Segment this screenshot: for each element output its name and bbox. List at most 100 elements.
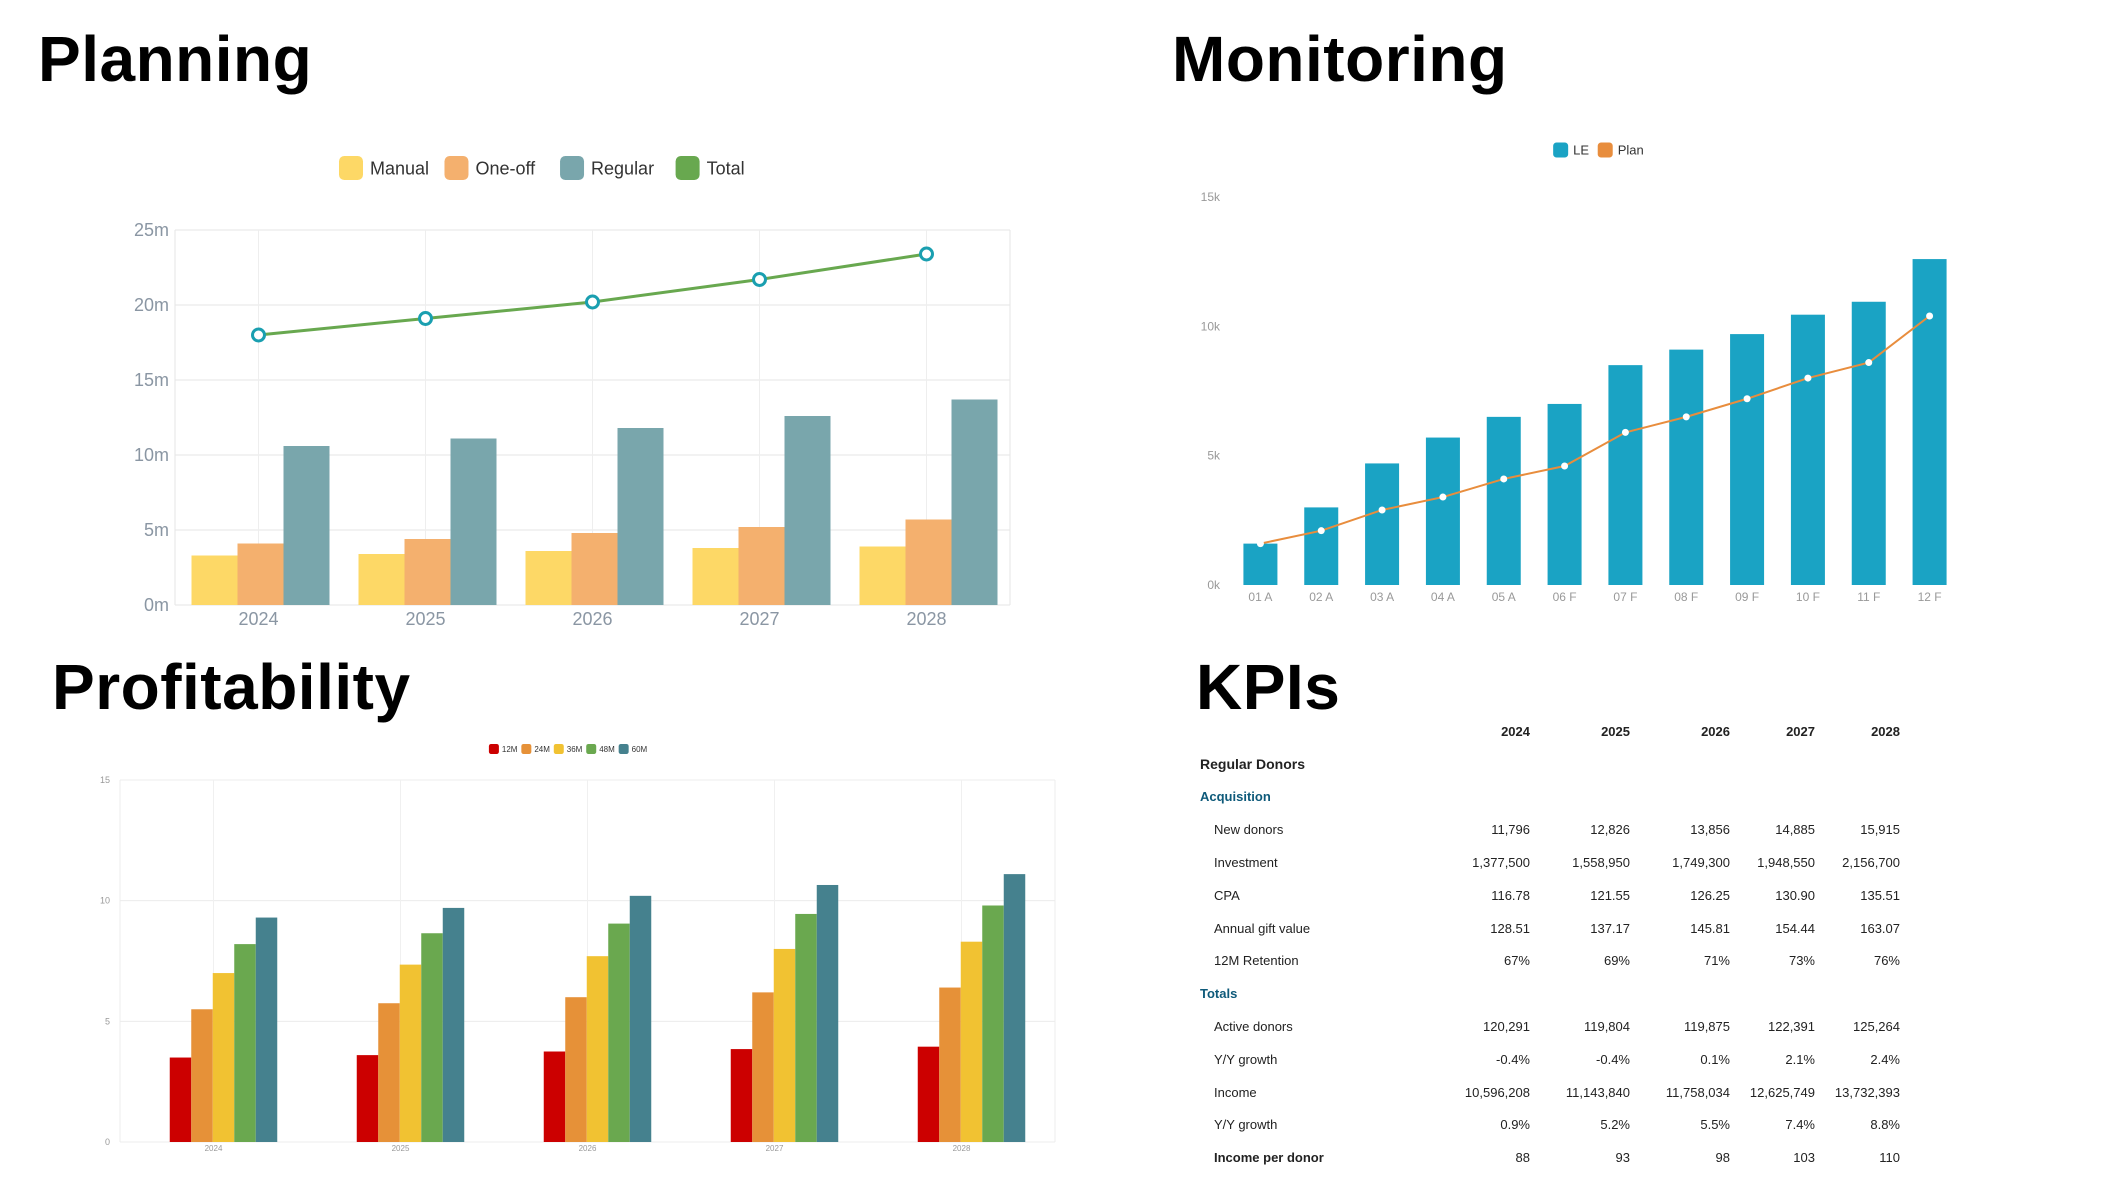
kpi-cell xyxy=(1815,781,1900,814)
profitability-ytick: 5 xyxy=(105,1016,110,1026)
kpi-year-header: 2028 xyxy=(1871,723,1900,739)
legend-label-60m[interactable]: 60M xyxy=(632,745,648,754)
legend-swatch-manual[interactable] xyxy=(339,156,363,180)
monitoring-legend[interactable]: LE Plan xyxy=(1553,142,1644,158)
legend-label-total[interactable]: Total xyxy=(707,158,745,178)
kpi-cell: 10,596,208 xyxy=(1464,1084,1530,1100)
kpi-cell: 120,291 xyxy=(1483,1019,1530,1035)
profitability-bar-12m-2028 xyxy=(917,1046,940,1142)
profitability-bar-12m-2024 xyxy=(169,1057,192,1142)
profitability-legend[interactable]: 12M 24M 36M 48M 60M xyxy=(488,744,648,754)
kpi-header-blank xyxy=(1200,715,1430,748)
kpi-cell xyxy=(1530,748,1630,781)
kpi-row-label: Income per donor xyxy=(1214,1150,1324,1166)
kpi-cell: 13,732,393 xyxy=(1834,1084,1900,1100)
monitoring-plan-point-08-f xyxy=(1682,413,1690,421)
planning-bar-manual-2024 xyxy=(191,555,238,605)
legend-label-36m[interactable]: 36M xyxy=(567,745,583,754)
profitability-bar-36m-2025 xyxy=(399,964,422,1142)
kpi-cell: 11,758,034 xyxy=(1665,1084,1730,1100)
profitability-bars xyxy=(169,874,1026,1142)
monitoring-bar-12-f xyxy=(1912,259,1947,585)
kpi-header-pad xyxy=(1900,715,1940,748)
kpi-cell: 103 xyxy=(1793,1150,1815,1166)
kpi-row-label: Y/Y growth xyxy=(1214,1117,1278,1133)
kpi-cell: 12,826 xyxy=(1590,822,1630,838)
kpi-row-label: Income xyxy=(1214,1084,1257,1100)
legend-label-48m[interactable]: 48M xyxy=(599,745,615,754)
profitability-xtick-2024: 2024 xyxy=(205,1144,223,1153)
kpi-pad xyxy=(1900,977,1940,1010)
kpi-cell: 12,625,749 xyxy=(1749,1084,1815,1100)
planning-total-point-2027 xyxy=(752,272,767,287)
kpi-row-label: CPA xyxy=(1214,887,1240,903)
kpi-cell: 11,143,840 xyxy=(1565,1084,1630,1100)
legend-swatch-60m[interactable] xyxy=(618,744,629,754)
profitability-bar-36m-2024 xyxy=(212,973,235,1142)
kpi-cell: 121.55 xyxy=(1590,887,1630,903)
kpi-cell xyxy=(1730,781,1815,814)
legend-swatch-le[interactable] xyxy=(1553,142,1569,158)
legend-label-regular[interactable]: Regular xyxy=(591,158,654,178)
legend-label-one-off[interactable]: One-off xyxy=(475,158,536,178)
kpi-cell: 2.1% xyxy=(1785,1051,1815,1067)
kpi-row-income: Income 10,596,208 11,143,840 11,758,034 12,6… xyxy=(1200,1076,1940,1109)
legend-label-le[interactable]: LE xyxy=(1573,143,1589,158)
legend-swatch-one-off[interactable] xyxy=(444,156,469,180)
monitoring-bar-03-a xyxy=(1365,463,1400,585)
monitoring-xtick-05-a: 05 A xyxy=(1492,590,1516,604)
monitoring-plan-point-12-f xyxy=(1926,312,1934,320)
planning-bar-one-off-2024 xyxy=(237,543,284,605)
legend-label-12m[interactable]: 12M xyxy=(502,745,518,754)
legend-label-plan[interactable]: Plan xyxy=(1618,143,1644,158)
kpi-cell: 2,156,700 xyxy=(1842,855,1900,871)
kpi-cell: 11,796 xyxy=(1491,822,1530,838)
planning-xtick-2025: 2025 xyxy=(405,609,445,629)
monitoring-bar-08-f xyxy=(1669,349,1704,585)
planning-bar-manual-2025 xyxy=(358,554,405,605)
kpi-cell xyxy=(1430,781,1530,814)
legend-swatch-24m[interactable] xyxy=(521,744,532,754)
planning-ytick: 15m xyxy=(134,370,169,390)
kpi-cell: 14,885 xyxy=(1775,822,1815,838)
kpi-cell: 93 xyxy=(1615,1150,1630,1166)
legend-swatch-12m[interactable] xyxy=(488,744,499,754)
monitoring-xtick-01-a: 01 A xyxy=(1248,590,1272,604)
planning-line xyxy=(251,246,934,343)
monitoring-plan-point-11-f xyxy=(1865,359,1873,367)
monitoring-plan-point-06-f xyxy=(1561,462,1569,470)
kpi-row-y-y-growth: Y/Y growth 0.9% 5.2% 5.5% 7.4% 8.8% xyxy=(1200,1109,1940,1142)
legend-swatch-total[interactable] xyxy=(675,156,700,180)
monitoring-bar-05-a xyxy=(1486,416,1521,585)
monitoring-bar-01-a xyxy=(1243,543,1278,585)
kpi-row-y-y-growth: Y/Y growth -0.4% -0.4% 0.1% 2.1% 2.4% xyxy=(1200,1043,1940,1076)
monitoring-plan-point-03-a xyxy=(1378,506,1386,514)
kpi-cell: 119,875 xyxy=(1683,1019,1730,1035)
planning-ytick: 25m xyxy=(134,220,169,240)
profitability-bar-36m-2026 xyxy=(586,956,609,1142)
monitoring-bar-06-f xyxy=(1547,403,1582,585)
kpi-cell: 130.90 xyxy=(1775,887,1815,903)
legend-swatch-regular[interactable] xyxy=(560,156,585,180)
kpi-cell: 0.1% xyxy=(1700,1051,1730,1067)
kpi-row-investment: Investment 1,377,500 1,558,950 1,749,300 1,9… xyxy=(1200,846,1940,879)
planning-ytick: 10m xyxy=(134,445,169,465)
kpi-header-row: 2024 2025 2026 2027 2028 xyxy=(1200,715,1940,748)
monitoring-heading: Monitoring xyxy=(1172,23,1508,95)
legend-swatch-48m[interactable] xyxy=(586,744,597,754)
planning-heading: Planning xyxy=(38,23,313,95)
legend-swatch-plan[interactable] xyxy=(1597,142,1613,158)
kpi-cell: 5.2% xyxy=(1600,1117,1630,1133)
kpi-cell: 8.8% xyxy=(1870,1117,1900,1133)
legend-label-24m[interactable]: 24M xyxy=(534,745,550,754)
legend-swatch-36m[interactable] xyxy=(553,744,564,754)
planning-legend[interactable]: Manual One-off Regular Total xyxy=(339,156,745,180)
profitability-xtick-2025: 2025 xyxy=(392,1144,410,1153)
kpi-cell xyxy=(1530,781,1630,814)
kpi-row-label: Acquisition xyxy=(1200,789,1271,805)
monitoring-xtick-11-f: 11 F xyxy=(1857,590,1880,604)
kpi-cell: 1,377,500 xyxy=(1472,855,1530,871)
profitability-bar-12m-2026 xyxy=(543,1051,566,1142)
kpi-cell: 154.44 xyxy=(1775,920,1815,936)
legend-label-manual[interactable]: Manual xyxy=(370,158,429,178)
